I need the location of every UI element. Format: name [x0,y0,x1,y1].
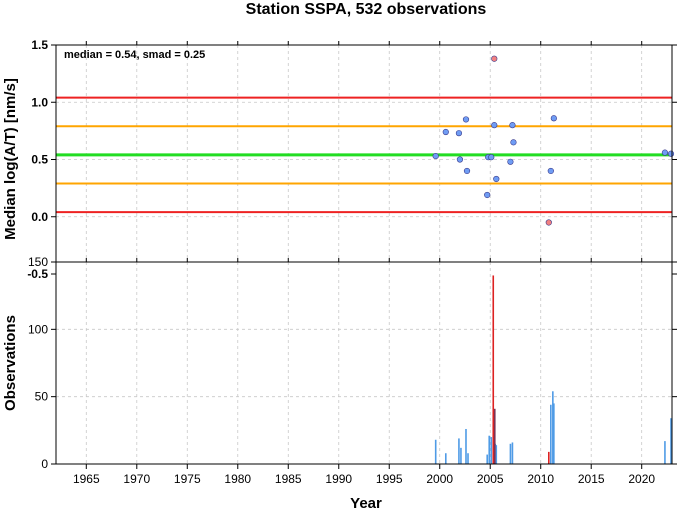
bottom-y-axis-label: Observations [2,315,19,411]
x-tick-label: 1995 [376,472,403,486]
x-tick-label: 2010 [527,472,554,486]
bar [460,447,462,464]
bar [492,275,495,464]
reference-lines [56,96,672,214]
bottom-panel-background [56,262,672,464]
bar [509,443,512,464]
bar [553,403,555,464]
y-tick-label: 0.5 [31,153,48,167]
scatter-point [442,128,449,136]
bottom-panel: 0 50 100 150 1965 1970 1975 1980 1985 1990 1995 20… [2,255,677,511]
bar [664,441,666,464]
bar [490,437,493,464]
bar [495,445,498,464]
y-tick-label: 150 [28,255,48,269]
x-tick-label: 1990 [325,472,352,486]
x-tick-label: 1970 [123,472,150,486]
y-tick-label: 0 [41,457,48,471]
stats-annotation: median = 0.54, smad = 0.25 [64,49,205,61]
x-tick-label: 2000 [426,472,453,486]
scatter-point [493,175,500,183]
scatter-point [463,167,471,175]
top-panel: -0.5 0.0 0.5 1.0 1.5 median = 0.54, smad = 0… [2,38,677,281]
bar [670,418,672,464]
x-tick-label: 2015 [578,472,605,486]
scatter-point [661,149,669,156]
y-tick-label: 1.5 [31,38,48,52]
bar [493,408,496,464]
x-tick-label: 1985 [275,472,302,486]
scatter-point [509,122,516,129]
scatter-point [488,154,495,161]
scatter-point [491,55,498,62]
x-tick-label: 1965 [73,472,100,486]
top-y-axis-label: Median log(A/T) [nm/s] [2,78,19,240]
scatter-point [455,130,463,137]
scatter-point [510,139,517,146]
scatter-point [550,115,557,122]
y-tick-label: 50 [35,390,49,404]
chart-title: Station SSPA, 532 observations [246,1,487,18]
bar [465,428,467,464]
bar [488,435,491,464]
scatter-point [456,156,464,163]
x-tick-label: 1980 [224,472,251,486]
y-tick-label: 100 [28,322,48,336]
scatter-point [507,158,514,165]
bottom-x-ticks: 1965 1970 1975 1980 1985 1990 1995 2000 2005 2010… [73,258,655,486]
top-y-ticks: -0.5 0.0 0.5 1.0 1.5 [27,38,677,281]
scatter-point [462,116,470,123]
bar [444,453,447,464]
bar [458,438,460,464]
bottom-panel-frame [55,261,673,465]
y-tick-label: 0.0 [31,210,48,224]
x-tick-label: 1975 [174,472,201,486]
y-tick-label: -0.5 [27,267,48,281]
y-tick-label: 1.0 [31,95,48,109]
scatter-points [432,55,675,226]
bar [550,404,552,464]
bar [511,442,514,464]
scatter-point [491,122,498,129]
scatter-point [484,191,491,199]
bar [552,391,554,464]
observation-bars [434,275,672,464]
bar [467,453,469,464]
scatter-point [667,150,675,157]
bar [548,451,550,464]
x-axis-label: Year [350,495,382,511]
bar [434,439,437,464]
bottom-y-ticks: 0 50 100 150 [28,255,677,471]
scatter-point [432,152,439,160]
x-tick-label: 2005 [477,472,504,486]
scatter-point [547,167,554,175]
bar [486,454,488,464]
x-tick-label: 2020 [628,472,655,486]
scatter-point [545,219,552,226]
